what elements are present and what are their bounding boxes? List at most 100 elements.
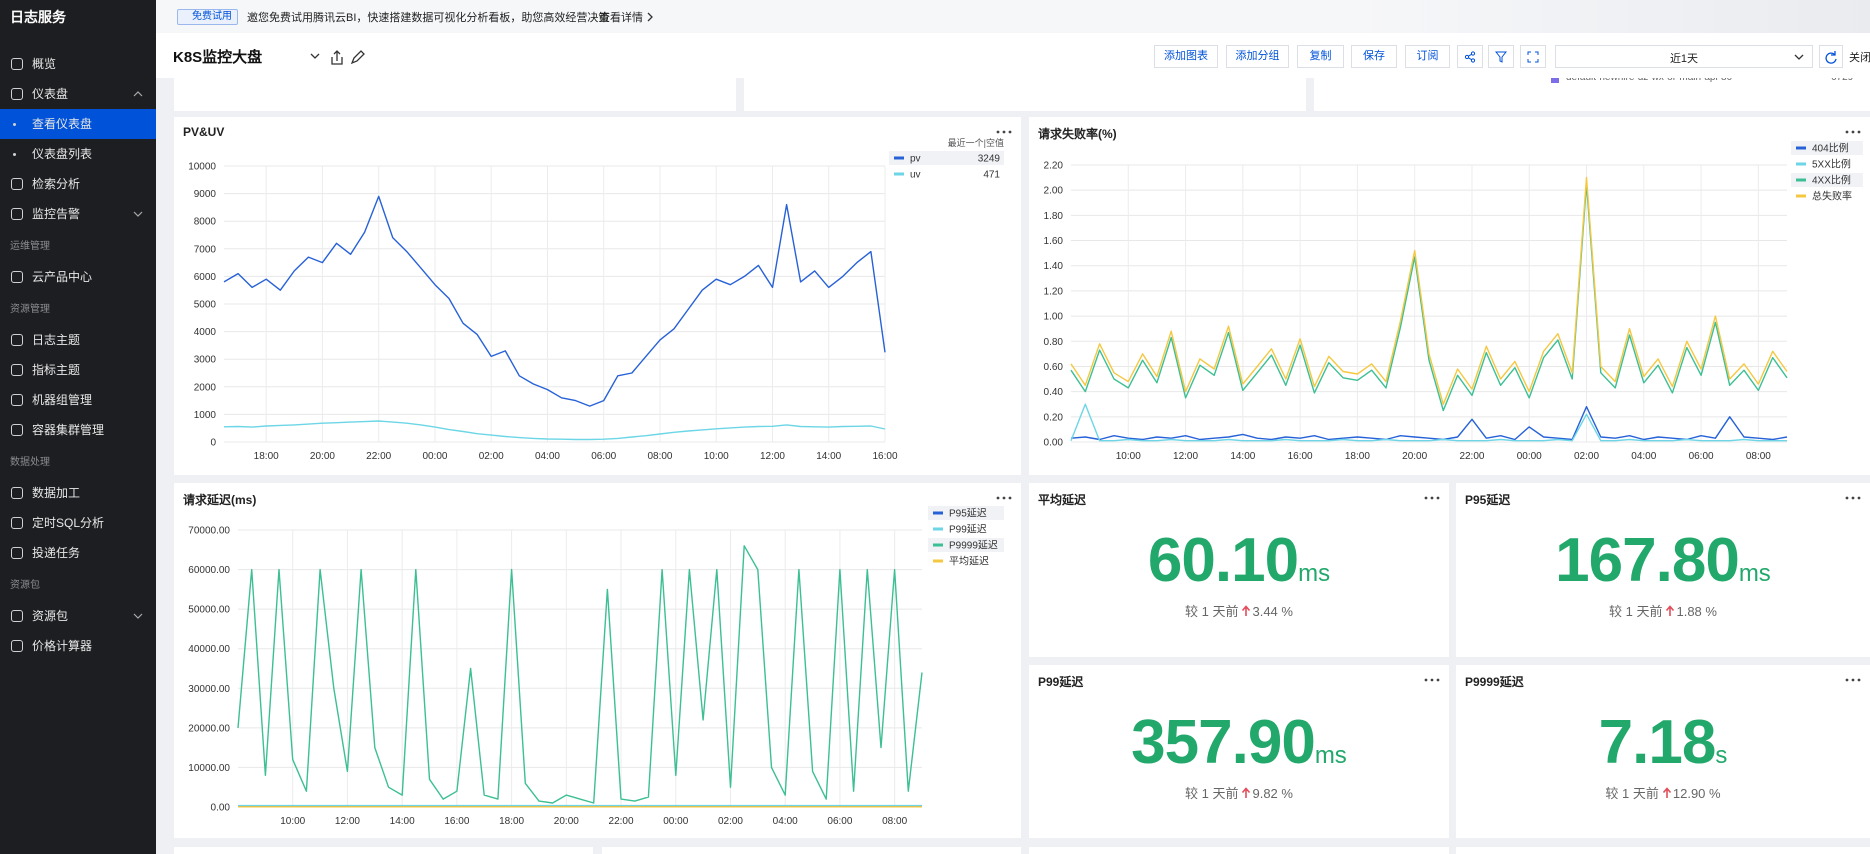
time-select[interactable]: 近1天: [1555, 45, 1813, 68]
icon-button[interactable]: [1457, 45, 1483, 68]
x-tick-label: 12:00: [335, 816, 360, 827]
nav-item[interactable]: 仪表盘: [32, 87, 69, 101]
more-icon[interactable]: [1424, 677, 1440, 683]
legend-header: 最近一个|空值: [948, 137, 1004, 148]
legend-label: 平均延迟: [949, 555, 989, 568]
stat-compare: 较 1 天前 12.90 %: [1456, 783, 1870, 802]
dot: [1845, 678, 1849, 682]
x-tick-label: 04:00: [535, 451, 560, 462]
banner-link[interactable]: 查看详情: [599, 12, 643, 24]
close-label[interactable]: 关闭: [1849, 52, 1870, 64]
nav-item[interactable]: 云产品中心: [32, 270, 93, 284]
more-icon[interactable]: [996, 495, 1012, 501]
caret-icon: [133, 613, 143, 619]
compare-change: 12.90 %: [1672, 786, 1721, 801]
toolbar-button[interactable]: 添加图表: [1154, 45, 1218, 68]
compare-label: 较 1 天前: [1605, 786, 1659, 801]
panel-title: PV&UV: [183, 125, 225, 139]
dot: [1424, 678, 1428, 682]
x-tick-label: 18:00: [499, 816, 524, 827]
nav-item[interactable]: 查看仪表盘: [32, 117, 93, 131]
y-tick-label: 5000: [194, 300, 217, 311]
dot: [1845, 496, 1849, 500]
legend-row-bg: [928, 538, 1004, 552]
sidebar-title: 日志服务: [10, 9, 66, 25]
icon-button[interactable]: [1520, 45, 1546, 68]
x-tick-label: 08:00: [647, 451, 672, 462]
nav-item[interactable]: 日志主题: [32, 333, 81, 347]
x-tick-label: 00:00: [422, 451, 447, 462]
y-tick-label: 50000.00: [188, 605, 230, 616]
x-tick-label: 22:00: [366, 451, 391, 462]
up-arrow: [1662, 787, 1671, 798]
more-icon[interactable]: [1845, 129, 1861, 135]
y-tick-label: 0.20: [1044, 412, 1064, 423]
nav-item[interactable]: 检索分析: [32, 177, 81, 191]
dashboard-title[interactable]: K8S监控大盘: [173, 49, 263, 66]
more-icon[interactable]: [1845, 495, 1861, 501]
compare-change: 1.88 %: [1676, 604, 1717, 619]
x-tick-label: 06:00: [1689, 451, 1714, 462]
nav-item[interactable]: 指标主题: [32, 363, 81, 377]
legend-label: P95延迟: [949, 507, 987, 520]
more-icon[interactable]: [1424, 495, 1440, 501]
stat-value: 60.10ms: [1029, 525, 1449, 596]
nav-icon: [11, 208, 23, 220]
nav-item[interactable]: 资源包: [32, 609, 69, 623]
y-tick-label: 1.60: [1044, 236, 1064, 247]
nav-icon: [11, 88, 23, 100]
panel-title: P9999延迟: [1465, 675, 1524, 689]
toolbar: K8S监控大盘 近1天 关闭 添加图表 添加分组 复制 保存 订阅: [156, 33, 1870, 78]
stat-unit: s: [1715, 742, 1728, 769]
y-tick-label: 1.40: [1044, 261, 1064, 272]
refresh-button[interactable]: [1819, 45, 1843, 68]
toolbar-button[interactable]: 添加分组: [1226, 45, 1289, 68]
nav-item[interactable]: 定时SQL分析: [32, 516, 105, 530]
nav-item[interactable]: 数据加工: [32, 486, 81, 500]
more-icon[interactable]: [1845, 677, 1861, 683]
nav-item[interactable]: 概览: [32, 57, 57, 71]
stat-unit: ms: [1738, 560, 1771, 587]
nav-icon: [11, 640, 23, 652]
dot: [996, 130, 1000, 134]
nav-active: [0, 109, 156, 139]
caret-icon: [133, 211, 143, 217]
y-tick-label: 9000: [194, 189, 217, 200]
x-tick-label: 10:00: [280, 816, 305, 827]
chart-panel: 请求延迟(ms) 0.00 10000.00 20000.00 30000.00 400…: [174, 483, 1021, 838]
toolbar-button[interactable]: 订阅: [1405, 45, 1450, 68]
arrow: [1242, 605, 1251, 616]
nav-icon: [11, 178, 23, 190]
icon-button[interactable]: [1488, 45, 1514, 68]
nav-icon: [11, 547, 23, 559]
nav-item[interactable]: 价格计算器: [32, 639, 93, 653]
stat-compare: 较 1 天前 3.44 %: [1029, 601, 1449, 620]
chart: 0.00 0.20 0.40 0.60 0.80 1.00 1.20 1.40 1.60 1.80…: [1044, 141, 1863, 462]
legend-label: P9999延迟: [949, 539, 998, 552]
nav-item[interactable]: 容器集群管理: [32, 423, 105, 437]
caret: [133, 211, 143, 217]
y-tick-label: 0.80: [1044, 337, 1064, 348]
dot: [1008, 496, 1012, 500]
x-tick-label: 04:00: [1631, 451, 1656, 462]
toolbar-button[interactable]: 保存: [1351, 45, 1397, 68]
more-icon[interactable]: [996, 129, 1012, 135]
nav-icon: [11, 487, 23, 499]
x-tick-label: 16:00: [872, 451, 897, 462]
dot: [1851, 496, 1855, 500]
stat-card: 平均延迟 60.10ms 较 1 天前 3.44 %: [1029, 483, 1449, 657]
nav-item[interactable]: 机器组管理: [32, 393, 93, 407]
nav-dot: [13, 153, 16, 156]
x-tick-label: 14:00: [1230, 451, 1255, 462]
stat-value: 167.80ms: [1456, 525, 1870, 596]
nav-item[interactable]: 监控告警: [32, 207, 81, 221]
nav-item[interactable]: 投递任务: [32, 546, 81, 560]
nav-icon: [11, 394, 23, 406]
y-tick-label: 1.80: [1044, 211, 1064, 222]
x-tick-label: 10:00: [1116, 451, 1141, 462]
toolbar-button[interactable]: 复制: [1297, 45, 1344, 68]
x-tick-label: 08:00: [882, 816, 907, 827]
nav-item[interactable]: 仪表盘列表: [32, 147, 93, 161]
series-line: [223, 195, 886, 407]
trial-tag[interactable]: 免费试用: [177, 9, 238, 25]
